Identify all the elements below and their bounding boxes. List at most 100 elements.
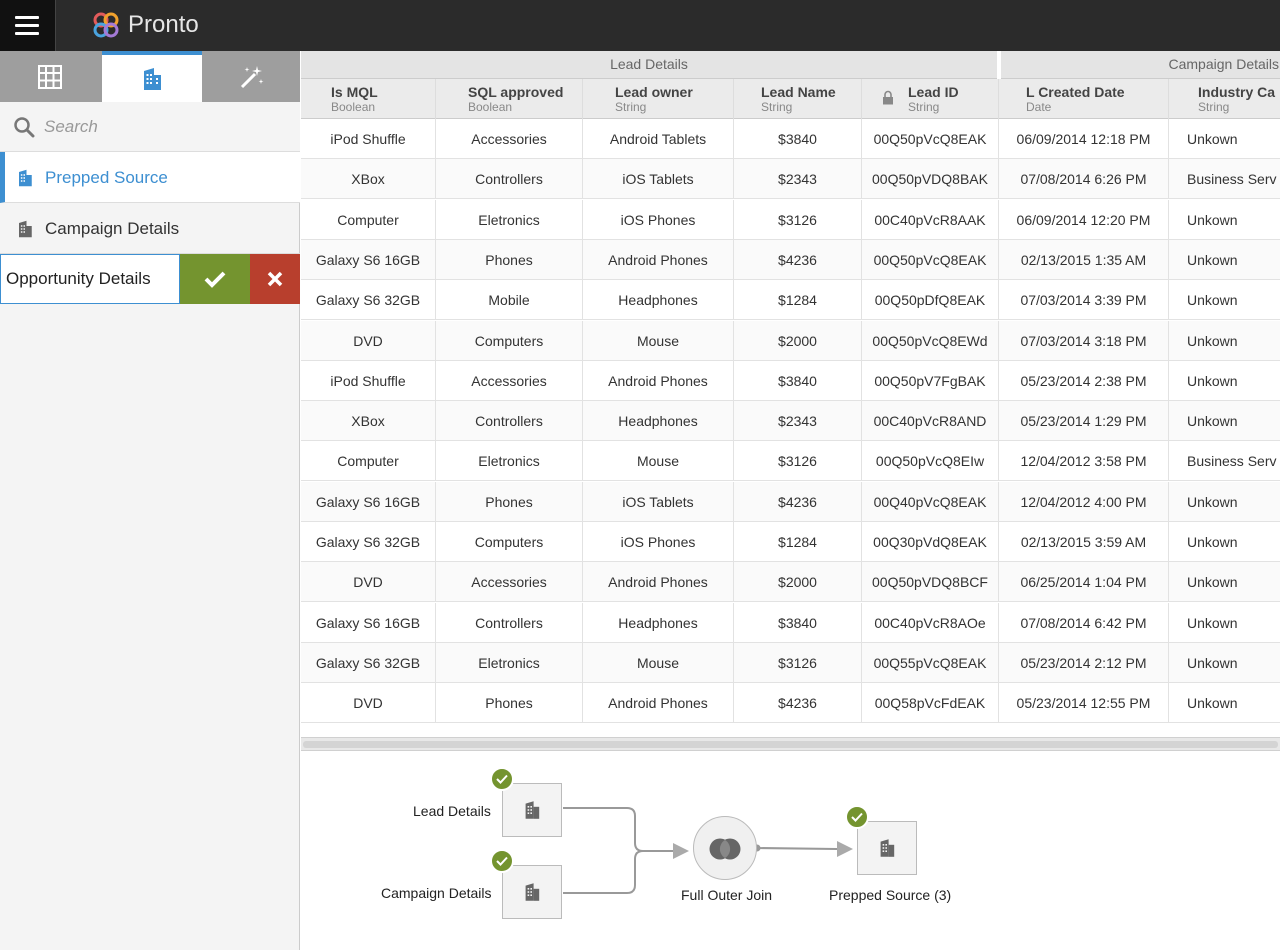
search-input[interactable] bbox=[44, 114, 284, 140]
cell-lead-id: 00Q55pVcQ8EAK bbox=[862, 642, 999, 683]
tab-transform[interactable] bbox=[202, 51, 302, 102]
cell-lead-id: 00Q50pDfQ8EAK bbox=[862, 280, 999, 321]
table-row[interactable]: Galaxy S6 32GB Computers iOS Phones $1284 00… bbox=[301, 522, 1280, 562]
cell-sql-approved: Computers bbox=[436, 522, 583, 562]
search-bar bbox=[0, 102, 300, 152]
source-item-campaign-details[interactable]: Campaign Details bbox=[0, 203, 300, 254]
cell-industry: Unkown bbox=[1169, 200, 1280, 240]
cell-lead-id: 00Q50pVcQ8EWd bbox=[862, 320, 999, 361]
column-name: Lead owner bbox=[615, 84, 693, 100]
cell-industry: Unkown bbox=[1169, 643, 1280, 683]
cancel-rename-button[interactable] bbox=[250, 254, 300, 304]
table-row[interactable]: XBox Controllers iOS Tablets $2343 00Q50pVDQ… bbox=[301, 159, 1280, 200]
cell-lead-id: 00Q50pVDQ8BAK bbox=[862, 159, 999, 200]
cell-is-mql: DVD bbox=[301, 562, 436, 603]
flow-node-full-outer-join[interactable] bbox=[693, 816, 757, 880]
column-header-lead-owner[interactable]: Lead owner String bbox=[583, 79, 734, 119]
cell-created-date: 06/25/2014 1:04 PM bbox=[999, 562, 1169, 603]
table-row[interactable]: DVD Computers Mouse $2000 00Q50pVcQ8EWd 07/03… bbox=[301, 320, 1280, 361]
source-item-prepped-source[interactable]: Prepped Source bbox=[0, 152, 300, 203]
table-row[interactable]: iPod Shuffle Accessories Android Phones $38… bbox=[301, 360, 1280, 401]
scrollbar-thumb[interactable] bbox=[303, 741, 1278, 748]
column-header-lead-name[interactable]: Lead Name String bbox=[734, 79, 862, 119]
cell-is-mql: Galaxy S6 16GB bbox=[301, 481, 436, 522]
table-row[interactable]: XBox Controllers Headphones $2343 00C40pVcR8… bbox=[301, 401, 1280, 442]
cell-created-date: 12/04/2012 3:58 PM bbox=[999, 441, 1169, 482]
rename-source-input[interactable] bbox=[0, 254, 180, 304]
column-name: Lead Name bbox=[761, 84, 836, 100]
group-campaign-details: Campaign Details bbox=[999, 51, 1280, 79]
flow-node-campaign-details[interactable] bbox=[502, 865, 562, 919]
cell-sql-approved: Accessories bbox=[436, 562, 583, 603]
cell-industry: Business Serv bbox=[1169, 441, 1280, 481]
cell-lead-id: 00Q50pVcQ8EIw bbox=[862, 441, 999, 482]
column-name: Lead ID bbox=[908, 84, 959, 100]
cell-is-mql: DVD bbox=[301, 683, 436, 724]
cell-lead-id: 00Q50pVDQ8BCF bbox=[862, 562, 999, 603]
cell-created-date: 05/23/2014 2:12 PM bbox=[999, 642, 1169, 683]
cell-industry: Unkown bbox=[1169, 280, 1280, 320]
column-header-is-mql[interactable]: Is MQL Boolean bbox=[301, 79, 436, 119]
cell-lead-name: $3126 bbox=[734, 441, 862, 482]
status-check-icon bbox=[490, 767, 514, 791]
flow-diagram: Lead Details Campaign Details Full Outer… bbox=[301, 751, 1280, 950]
column-header-sql-approved[interactable]: SQL approved Boolean bbox=[436, 79, 583, 119]
cell-created-date: 02/13/2015 3:59 AM bbox=[999, 522, 1169, 562]
cell-lead-id: 00Q40pVcQ8EAK bbox=[862, 481, 999, 522]
cell-lead-owner: iOS Phones bbox=[583, 522, 734, 562]
table-row[interactable]: Computer Eletronics iOS Phones $3126 00C40pV… bbox=[301, 199, 1280, 240]
cell-lead-owner: Android Phones bbox=[583, 562, 734, 603]
menu-button[interactable] bbox=[0, 0, 56, 51]
cell-lead-name: $2343 bbox=[734, 401, 862, 442]
magic-wand-icon bbox=[240, 65, 264, 88]
cell-is-mql: XBox bbox=[301, 159, 436, 200]
column-type: String bbox=[615, 100, 647, 114]
cell-is-mql: Computer bbox=[301, 199, 436, 240]
cell-lead-name: $4236 bbox=[734, 239, 862, 280]
column-type: Date bbox=[1026, 100, 1052, 114]
column-header-l-created-date[interactable]: L Created Date Date bbox=[999, 79, 1169, 119]
table-row[interactable]: Galaxy S6 32GB Eletronics Mouse $3126 00Q55p… bbox=[301, 642, 1280, 683]
cell-lead-owner: Headphones bbox=[583, 280, 734, 321]
table-row[interactable]: Galaxy S6 16GB Phones Android Phones $4236 0… bbox=[301, 239, 1280, 280]
flow-connectors bbox=[563, 807, 853, 894]
tab-grid[interactable] bbox=[0, 51, 100, 102]
table-row[interactable]: Galaxy S6 32GB Mobile Headphones $1284 00Q50… bbox=[301, 280, 1280, 321]
flow-node-prepped-source[interactable] bbox=[857, 821, 917, 875]
column-header-lead-id[interactable]: Lead ID String bbox=[862, 79, 999, 119]
cell-sql-approved: Phones bbox=[436, 239, 583, 280]
cell-industry: Unkown bbox=[1169, 240, 1280, 280]
rename-source-row bbox=[0, 254, 300, 304]
horizontal-scrollbar[interactable] bbox=[301, 737, 1280, 751]
flow-output-label: Prepped Source (3) bbox=[829, 887, 952, 903]
column-header-industry-category[interactable]: Industry Ca String bbox=[1169, 79, 1280, 119]
cell-sql-approved: Accessories bbox=[436, 119, 583, 159]
cell-lead-name: $2000 bbox=[734, 320, 862, 361]
source-item-label: Prepped Source bbox=[45, 168, 168, 187]
top-bar: Pronto bbox=[0, 0, 1280, 51]
cell-lead-id: 00C40pVcR8AAK bbox=[862, 199, 999, 240]
tab-sources[interactable] bbox=[102, 51, 202, 102]
table-row[interactable]: DVD Phones Android Phones $4236 00Q58pVcFdEA… bbox=[301, 683, 1280, 724]
table-row[interactable]: iPod Shuffle Accessories Android Tablets $3… bbox=[301, 119, 1280, 159]
confirm-rename-button[interactable] bbox=[180, 254, 250, 304]
cell-lead-owner: Android Phones bbox=[583, 683, 734, 724]
cell-lead-id: 00C40pVcR8AOe bbox=[862, 602, 999, 643]
cell-lead-name: $4236 bbox=[734, 481, 862, 522]
cell-sql-approved: Controllers bbox=[436, 401, 583, 442]
table-row[interactable]: DVD Accessories Android Phones $2000 00Q50pV… bbox=[301, 562, 1280, 603]
cell-lead-name: $4236 bbox=[734, 683, 862, 724]
app-title: Pronto bbox=[128, 11, 199, 38]
flow-node-lead-details[interactable] bbox=[502, 783, 562, 837]
cell-created-date: 05/23/2014 1:29 PM bbox=[999, 401, 1169, 442]
cell-created-date: 06/09/2014 12:20 PM bbox=[999, 199, 1169, 240]
cell-lead-id: 00Q50pVcQ8EAK bbox=[862, 119, 999, 159]
cell-lead-name: $1284 bbox=[734, 522, 862, 562]
cell-industry: Unkown bbox=[1169, 401, 1280, 441]
cell-industry: Business Serv bbox=[1169, 159, 1280, 199]
cell-created-date: 07/03/2014 3:39 PM bbox=[999, 280, 1169, 321]
table-row[interactable]: Galaxy S6 16GB Controllers Headphones $3840… bbox=[301, 602, 1280, 643]
table-row[interactable]: Galaxy S6 16GB Phones iOS Tablets $4236 00Q4… bbox=[301, 481, 1280, 522]
table-row[interactable]: Computer Eletronics Mouse $3126 00Q50pVcQ8EI… bbox=[301, 441, 1280, 482]
cell-lead-owner: Mouse bbox=[583, 320, 734, 361]
